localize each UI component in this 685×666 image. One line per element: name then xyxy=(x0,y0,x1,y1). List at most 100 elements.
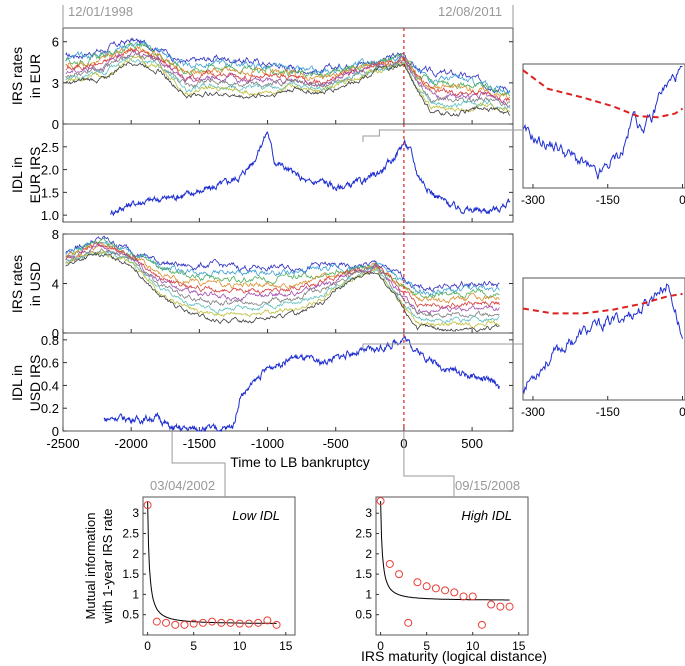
rate-curve xyxy=(65,52,511,107)
low-date-label: 03/04/2002 xyxy=(150,478,215,493)
ytick-label: 1.5 xyxy=(41,185,59,200)
xtick-label: -1500 xyxy=(183,436,216,451)
low-idl-label: Low IDL xyxy=(232,508,280,523)
rate-curve xyxy=(65,250,500,330)
usd-zoom-idl xyxy=(522,283,683,395)
low-idl-point xyxy=(152,617,161,626)
bottom-xtick-label: 5 xyxy=(190,639,197,653)
bottom-ytick-label: 1 xyxy=(365,587,372,601)
ytick-label: 0 xyxy=(52,424,59,439)
usd-rates-ylabel-1: IRS rates xyxy=(9,255,25,313)
usd-idl-panel xyxy=(62,332,514,432)
usd-idl-ylabel-2: USD IRS xyxy=(27,355,43,412)
ytick-label: 0 xyxy=(52,326,59,341)
high-idl-point xyxy=(487,600,496,609)
zoom-xtick-label: -150 xyxy=(596,193,620,207)
rate-curve xyxy=(65,45,511,101)
ytick-label: 0 xyxy=(52,117,59,132)
main-xlabel: Time to LB bankruptcy xyxy=(230,454,370,470)
bottom-ytick-label: 2.5 xyxy=(355,527,372,541)
ytick-label: 0.2 xyxy=(41,401,59,416)
rate-curve xyxy=(65,42,511,97)
bottom-xtick-label: 5 xyxy=(423,639,430,653)
xtick-label: -1000 xyxy=(251,436,284,451)
low-idl-point xyxy=(189,619,198,628)
bottom-xtick-label: 10 xyxy=(466,639,480,653)
rate-curve xyxy=(65,250,500,324)
usd-zoom-connector xyxy=(362,343,523,349)
low-idl-point xyxy=(217,618,226,627)
bottom-ytick-label: 2 xyxy=(132,547,139,561)
bottom-ytick-label: 1 xyxy=(132,587,139,601)
low-idl-point xyxy=(180,620,189,629)
rate-curve xyxy=(65,243,500,315)
eur-idl-ylabel-2: EUR IRS xyxy=(27,147,43,204)
idl-line xyxy=(110,131,511,217)
ytick-label: 1.0 xyxy=(41,208,59,223)
high-idl-point xyxy=(441,586,450,595)
bottom-ytick-label: 0.5 xyxy=(122,608,139,622)
eur-zoom-idl xyxy=(522,66,683,180)
high-idl-point xyxy=(413,578,422,587)
bottom-xtick-label: 15 xyxy=(279,639,293,653)
bottom-ytick-label: 1.5 xyxy=(355,567,372,581)
low-idl-point xyxy=(226,618,235,627)
low-idl-point xyxy=(208,617,217,626)
low-idl-point xyxy=(198,618,207,627)
usd-zoom-trend xyxy=(522,292,683,315)
low-idl-point xyxy=(171,620,180,629)
bottom-xtick-label: 15 xyxy=(512,639,526,653)
start-date-label: 12/01/1998 xyxy=(68,4,133,19)
xtick-label: -2000 xyxy=(115,436,148,451)
bottom-xtick-label: 0 xyxy=(144,639,151,653)
low-idl-point xyxy=(263,616,272,625)
bottom-ytick-label: 3 xyxy=(132,506,139,520)
zoom-xtick-label: -150 xyxy=(596,405,620,419)
low-idl-point xyxy=(244,619,253,628)
ytick-label: 6 xyxy=(52,35,59,50)
low-idl-panel xyxy=(142,496,296,636)
high-idl-label: High IDL xyxy=(461,508,512,523)
usd-idl-ylabel-1: IDL in xyxy=(9,365,25,401)
usd-zoom-panel xyxy=(522,277,685,401)
ytick-label: 2.0 xyxy=(41,163,59,178)
eur-rates-ylabel-2: in EUR xyxy=(27,54,43,98)
eur-zoom-panel xyxy=(522,63,685,189)
rate-curve xyxy=(65,40,511,96)
ytick-label: 8 xyxy=(52,227,59,242)
rate-curve xyxy=(65,253,500,333)
zoom-xtick-label: -300 xyxy=(521,405,545,419)
high-idl-point xyxy=(395,570,404,579)
bottom-xtick-label: 10 xyxy=(233,639,247,653)
low-idl-point xyxy=(235,619,244,628)
zoom-xtick-label: 0 xyxy=(679,405,685,419)
ytick-label: 0.6 xyxy=(41,356,59,371)
xtick-label: -2500 xyxy=(46,436,79,451)
high-idl-point xyxy=(468,592,477,601)
ytick-label: 2.5 xyxy=(41,140,59,155)
usd-rates-ylabel-2: in USD xyxy=(27,262,43,306)
high-idl-fit xyxy=(380,501,510,601)
eur-rates-ylabel-1: IRS rates xyxy=(9,47,25,105)
high-connector xyxy=(403,431,455,497)
ytick-label: 0.4 xyxy=(41,378,59,393)
high-idl-point xyxy=(505,602,514,611)
xtick-label: 500 xyxy=(461,436,483,451)
rate-curve xyxy=(65,47,511,104)
bottom-xlabel: IRS maturity (logical distance) xyxy=(361,648,547,664)
high-idl-point xyxy=(404,618,413,627)
high-idl-point xyxy=(376,497,385,506)
ytick-label: 3 xyxy=(52,76,59,91)
high-date-label: 09/15/2008 xyxy=(455,478,520,493)
low-idl-point xyxy=(162,618,171,627)
end-date-label: 12/08/2011 xyxy=(438,4,502,19)
rate-curve xyxy=(65,248,500,319)
ytick-label: 0.8 xyxy=(41,333,59,348)
eur-zoom-trend xyxy=(522,69,684,119)
low-idl-point xyxy=(272,620,281,629)
high-idl-panel xyxy=(375,496,529,636)
bottom-ytick-label: 1.5 xyxy=(122,567,139,581)
zoom-xtick-label: -300 xyxy=(521,193,545,207)
xtick-label: -500 xyxy=(323,436,349,451)
